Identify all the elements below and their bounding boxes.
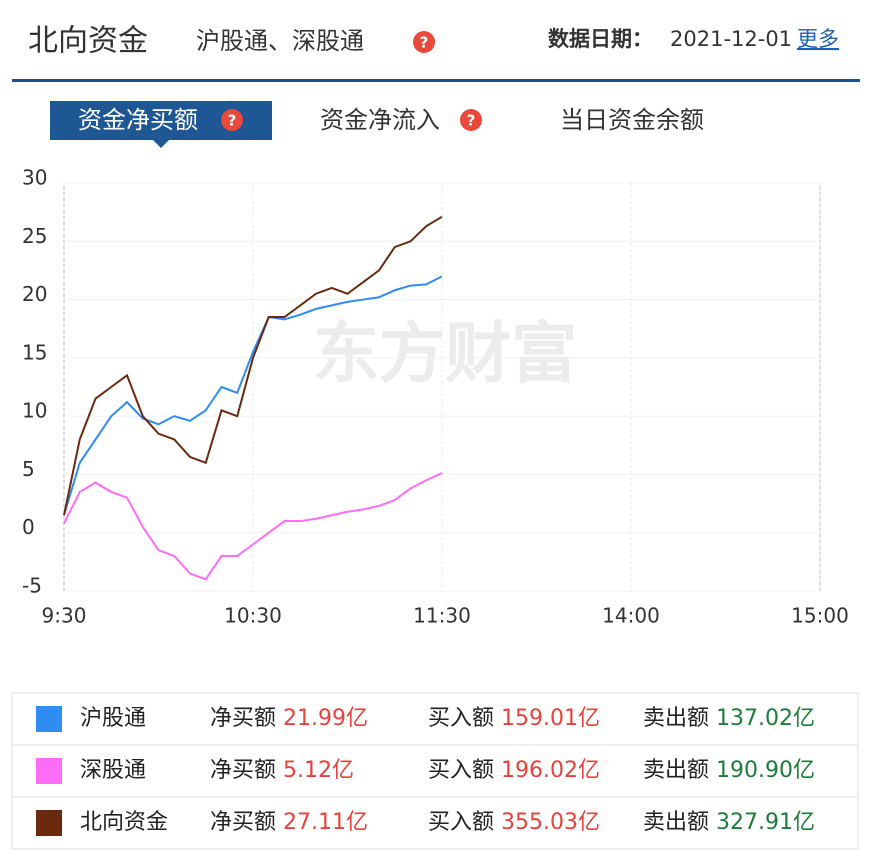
buy-value: 159.01亿 xyxy=(501,706,600,731)
buy-value: 355.03亿 xyxy=(501,810,600,835)
buy-label: 买入额 xyxy=(428,706,494,731)
y-tick-label: 0 xyxy=(22,515,35,539)
legend-swatch xyxy=(36,758,62,784)
svg-text:?: ? xyxy=(467,112,476,130)
header-rule xyxy=(12,79,860,82)
net-label: 净买额 xyxy=(210,810,276,835)
net-value: 5.12亿 xyxy=(283,758,354,783)
date-label: 数据日期： xyxy=(548,27,653,51)
svg-text:?: ? xyxy=(228,112,237,130)
legend-label: 深股通 xyxy=(80,758,146,783)
series-line xyxy=(63,215,443,516)
net-label: 净买额 xyxy=(210,758,276,783)
x-tick-label: 14:00 xyxy=(602,604,660,628)
y-tick-label: 30 xyxy=(22,166,47,190)
legend-swatch xyxy=(36,810,62,836)
tab[interactable]: 资金净流入 xyxy=(320,106,440,134)
tab[interactable]: 当日资金余额 xyxy=(560,106,704,134)
sell-label: 卖出额 xyxy=(643,758,709,783)
subtitle: 沪股通、深股通 xyxy=(196,27,364,55)
sell-label: 卖出额 xyxy=(643,810,709,835)
x-tick-label: 15:00 xyxy=(791,604,849,628)
x-tick-label: 11:30 xyxy=(413,604,471,628)
legend-label: 北向资金 xyxy=(80,810,168,835)
x-tick-label: 9:30 xyxy=(42,604,87,628)
y-tick-label: 5 xyxy=(22,457,35,481)
buy-label: 买入额 xyxy=(428,758,494,783)
series-line xyxy=(63,275,443,516)
summary-table xyxy=(11,692,859,850)
legend-label: 沪股通 xyxy=(80,706,146,731)
y-tick-label: 15 xyxy=(22,340,47,364)
sell-value: 137.02亿 xyxy=(716,706,815,731)
net-value: 21.99亿 xyxy=(283,706,368,731)
help-icon[interactable]: ? xyxy=(221,109,243,131)
y-tick-label: 20 xyxy=(22,282,47,306)
y-tick-label: 10 xyxy=(22,399,47,423)
help-icon[interactable]: ? xyxy=(413,31,435,53)
tab[interactable]: 资金净买额 xyxy=(78,106,198,134)
more-link[interactable]: 更多 xyxy=(797,27,839,51)
title: 北向资金 xyxy=(28,24,148,59)
net-value: 27.11亿 xyxy=(283,810,368,835)
buy-value: 196.02亿 xyxy=(501,758,600,783)
legend-swatch xyxy=(36,706,62,732)
y-tick-label: -5 xyxy=(22,574,42,598)
help-icon[interactable]: ? xyxy=(460,109,482,131)
watermark: 东方财富 xyxy=(313,315,577,392)
net-label: 净买额 xyxy=(210,706,276,731)
series-line xyxy=(63,472,443,581)
buy-label: 买入额 xyxy=(428,810,494,835)
sell-label: 卖出额 xyxy=(643,706,709,731)
tab-pointer xyxy=(153,140,169,148)
x-tick-label: 10:30 xyxy=(224,604,282,628)
y-tick-label: 25 xyxy=(22,224,47,248)
svg-text:?: ? xyxy=(420,34,429,52)
date: 2021-12-01 xyxy=(670,27,792,51)
sell-value: 327.91亿 xyxy=(716,810,815,835)
sell-value: 190.90亿 xyxy=(716,758,815,783)
